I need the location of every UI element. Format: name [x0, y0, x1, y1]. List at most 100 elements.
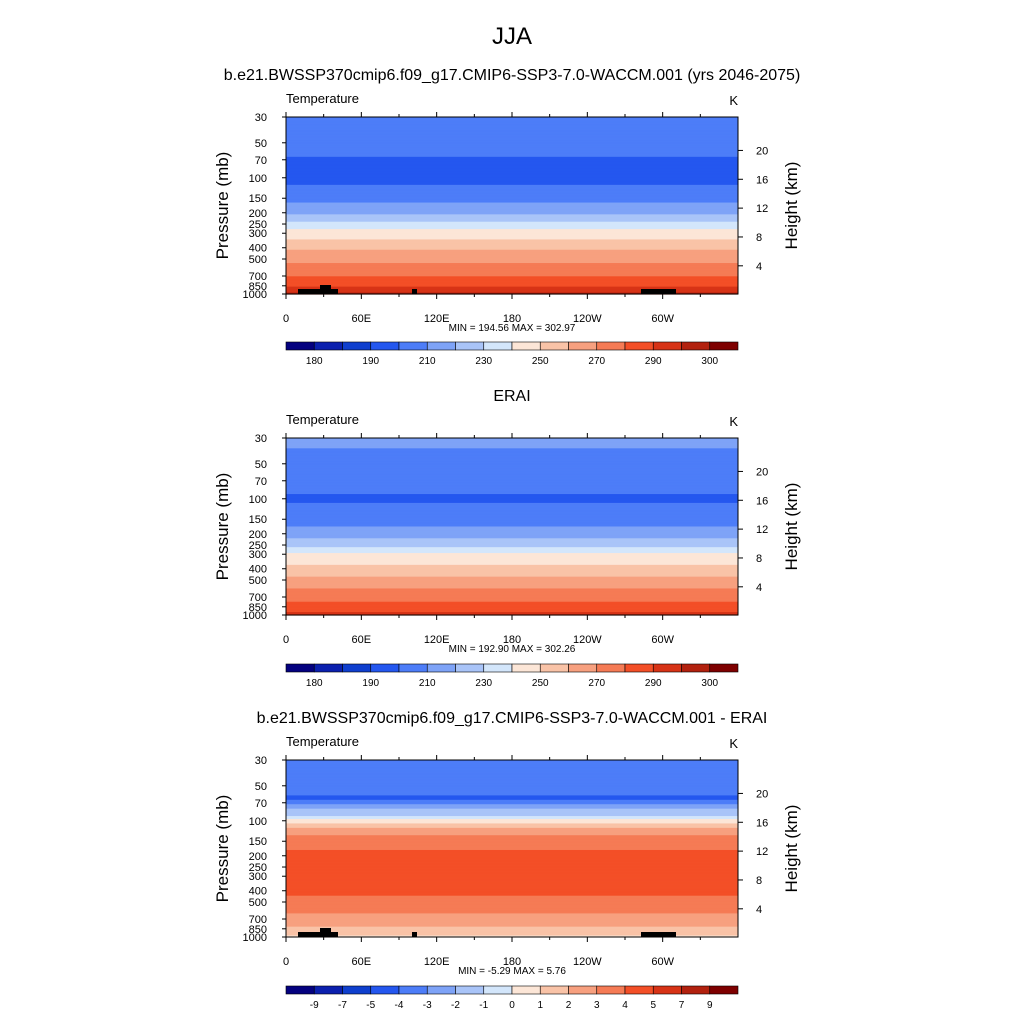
contour-band	[286, 282, 738, 285]
colorbar-box	[511, 985, 541, 995]
colorbar-box	[652, 341, 682, 351]
y-tick-label: 150	[249, 514, 267, 526]
contour-band	[286, 177, 738, 180]
colorbar-label: 180	[306, 356, 323, 367]
contour-band	[286, 760, 738, 763]
contour-band	[286, 254, 738, 257]
colorbar-label: 300	[701, 356, 718, 367]
units-label: K	[729, 414, 738, 429]
contour-band	[286, 117, 738, 120]
colorbar-box	[709, 663, 739, 673]
contour-band	[286, 783, 738, 786]
y-right-tick-label: 8	[756, 553, 762, 565]
contour-band	[286, 176, 738, 179]
contour-band	[286, 532, 738, 535]
colorbar-label: 230	[475, 356, 492, 367]
contour-band	[286, 201, 738, 204]
contour-band	[286, 888, 738, 891]
contour-band	[286, 517, 738, 520]
contour-band	[286, 196, 738, 199]
colorbar-label: -5	[366, 1000, 375, 1011]
colorbar-box	[426, 985, 456, 995]
contour-band	[286, 561, 738, 564]
contour-band	[286, 876, 738, 879]
contour-band	[286, 557, 738, 560]
contour-band	[286, 215, 738, 218]
contour-band	[286, 529, 738, 532]
panel-title: b.e21.BWSSP370cmip6.f09_g17.CMIP6-SSP3-7…	[224, 67, 801, 84]
y-tick-label: 200	[249, 851, 267, 863]
colorbar-label: 7	[679, 1000, 685, 1011]
contour-band	[286, 869, 738, 872]
colorbar-label: -7	[338, 1000, 347, 1011]
contour-band	[286, 479, 738, 482]
contour-band	[286, 544, 738, 547]
colorbar-box	[455, 985, 485, 995]
contour-band	[286, 895, 738, 898]
contour-band	[286, 802, 738, 805]
contour-band	[286, 560, 738, 563]
contour-band	[286, 776, 738, 779]
colorbar-box	[483, 341, 513, 351]
contour-band	[286, 133, 738, 136]
contour-band	[286, 564, 738, 567]
colorbar-label: -4	[395, 1000, 404, 1011]
topography-block	[641, 932, 676, 937]
contour-band	[286, 173, 738, 176]
contour-band	[286, 445, 738, 448]
colorbar-box	[426, 663, 456, 673]
contour-band	[286, 827, 738, 830]
x-tick-label: 120E	[424, 634, 450, 646]
min-max-label: MIN = -5.29 MAX = 5.76	[458, 966, 566, 977]
contour-band	[286, 866, 738, 869]
contour-band	[286, 578, 738, 581]
colorbar-label: -1	[479, 1000, 488, 1011]
contour-band	[286, 925, 738, 928]
contour-band	[286, 162, 738, 165]
contour-band	[286, 158, 738, 161]
topography	[298, 928, 676, 937]
panel-2: ERAI Temperature K 0 60E 120E 180 120W 60W 30 50 70…	[213, 388, 801, 689]
contour-band	[286, 581, 738, 584]
contour-band	[286, 149, 738, 152]
contour-band	[286, 183, 738, 186]
contour-band	[286, 145, 738, 148]
colorbar-label: 180	[306, 678, 323, 689]
contour-band	[286, 903, 738, 906]
contour-band	[286, 470, 738, 473]
contour-band	[286, 152, 738, 155]
contour-band	[286, 525, 738, 528]
contour-band	[286, 542, 738, 545]
contour-band	[286, 178, 738, 182]
colorbar-box	[398, 985, 428, 995]
colorbar-box	[483, 985, 513, 995]
y-right-tick-label: 8	[756, 875, 762, 887]
contour-band	[286, 916, 738, 919]
colorbar-box	[426, 341, 456, 351]
contour-band	[286, 894, 738, 897]
contour-band	[286, 863, 738, 866]
contour-band	[286, 474, 738, 477]
contour-band	[286, 502, 738, 505]
contour-band	[286, 591, 738, 594]
left-string: Temperature	[286, 91, 359, 106]
y-right-tick-label: 4	[756, 261, 762, 273]
x-tick-label: 120E	[424, 956, 450, 968]
colorbar-box	[539, 341, 569, 351]
contour-band	[286, 913, 738, 916]
contour-band	[286, 842, 738, 845]
colorbar-label: 270	[588, 678, 605, 689]
y-right-tick-label: 16	[756, 495, 768, 507]
contour-band	[286, 768, 738, 771]
contour-band	[286, 476, 738, 479]
contour-bands	[286, 117, 738, 295]
contour-band	[286, 929, 738, 932]
y-tick-label: 200	[249, 529, 267, 541]
contour-band	[286, 143, 738, 146]
contour-band	[286, 155, 738, 158]
contour-band	[286, 122, 738, 125]
colorbar-box	[370, 985, 400, 995]
colorbar: 180 190 210 230 250 270 290 300	[285, 341, 739, 367]
contour-band	[286, 597, 738, 600]
contour-band	[286, 898, 738, 901]
